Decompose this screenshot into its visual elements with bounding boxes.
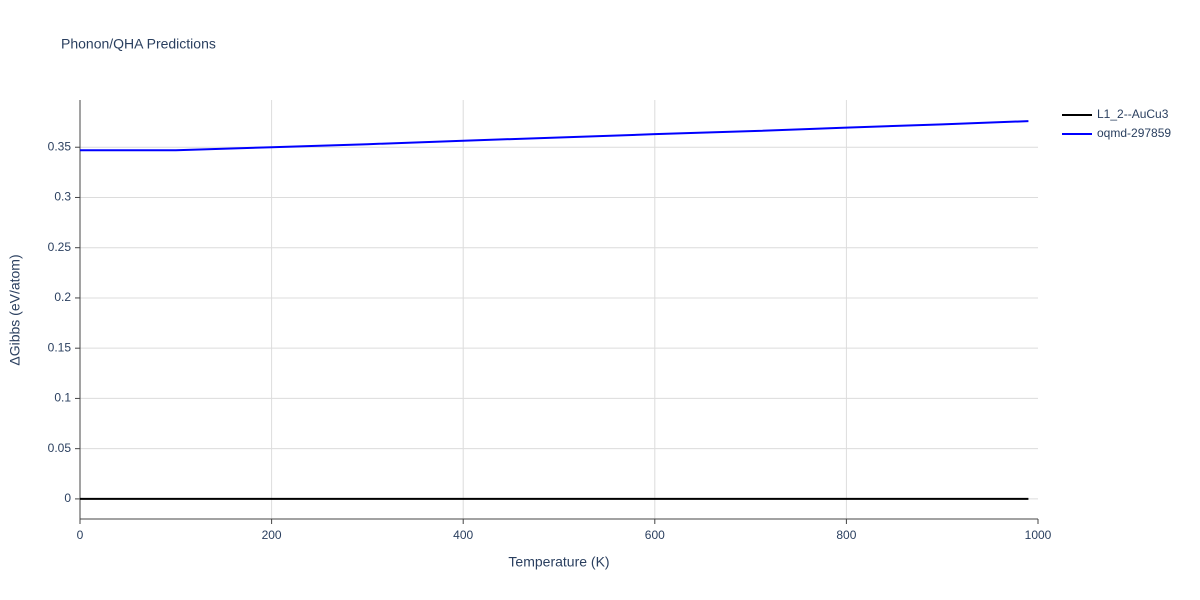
x-tick-label: 800 xyxy=(836,528,856,542)
y-tick-label: 0.25 xyxy=(48,240,72,254)
y-tick-label: 0.2 xyxy=(54,290,71,304)
y-tick-label: 0.05 xyxy=(48,441,72,455)
x-tick-label: 1000 xyxy=(1025,528,1052,542)
x-tick-label: 400 xyxy=(453,528,473,542)
y-axis-label: ΔGibbs (eV/atom) xyxy=(7,254,23,365)
y-tick-label: 0.3 xyxy=(54,190,71,204)
x-tick-label: 0 xyxy=(77,528,84,542)
x-tick-label: 200 xyxy=(262,528,282,542)
legend-label: oqmd-297859 xyxy=(1097,126,1171,140)
y-tick-label: 0 xyxy=(64,491,71,505)
x-tick-label: 600 xyxy=(645,528,665,542)
y-tick-label: 0.1 xyxy=(54,391,71,405)
series-line xyxy=(80,120,1029,152)
chart-title: Phonon/QHA Predictions xyxy=(61,36,216,52)
y-tick-label: 0.15 xyxy=(48,340,72,354)
legend-label: L1_2--AuCu3 xyxy=(1097,107,1169,121)
x-axis-label: Temperature (K) xyxy=(508,554,609,570)
y-tick-label: 0.35 xyxy=(48,139,72,153)
